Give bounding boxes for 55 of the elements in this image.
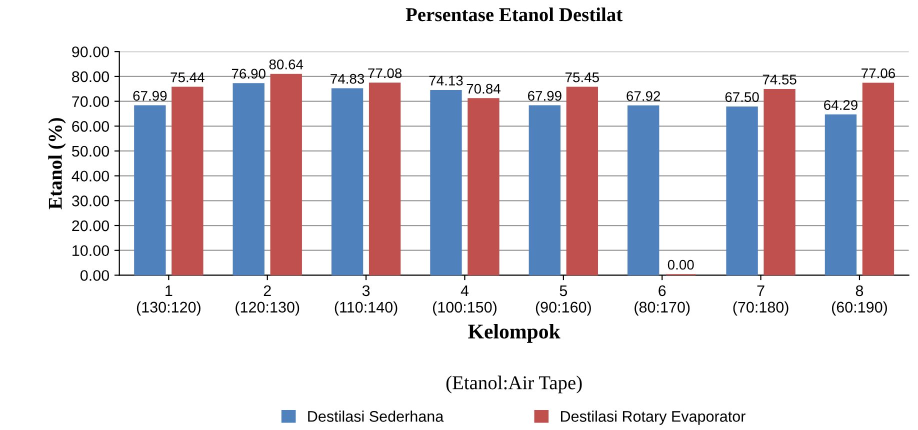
bar — [862, 82, 894, 276]
bar — [134, 105, 166, 276]
data-label: 77.08 — [368, 68, 402, 78]
y-tick-label: 40.00 — [72, 170, 110, 182]
bar — [824, 114, 857, 276]
y-tick-label: 20.00 — [72, 220, 110, 232]
x-tick-label: 4 (100:150) — [432, 285, 496, 316]
bar — [331, 88, 364, 276]
data-label: 75.45 — [566, 72, 599, 82]
x-tick-label: 6 (80:170) — [634, 285, 690, 316]
data-label: 75.44 — [170, 72, 204, 82]
bar — [628, 105, 660, 276]
data-label: 0.00 — [668, 260, 694, 270]
bar — [270, 74, 302, 276]
bar — [528, 105, 561, 276]
chart-title: Persentase Etanol Destilat — [406, 8, 623, 22]
bar — [468, 98, 500, 276]
bar — [430, 90, 462, 276]
bar — [368, 82, 401, 276]
legend-label: Destilasi Rotary Evaporator — [561, 410, 746, 425]
text: (Etanol:Air Tape) — [446, 376, 582, 394]
data-label: 70.84 — [466, 84, 500, 94]
y-tick-label: 90.00 — [72, 46, 110, 58]
x-tick-label: 7 (70:180) — [733, 285, 788, 316]
x-axis-title: Kelompok — [468, 324, 560, 343]
data-label: 74.55 — [762, 74, 796, 84]
y-tick-label: 80.00 — [72, 71, 110, 82]
x-tick-label: 2 (120:130) — [236, 285, 300, 316]
data-label: 67.99 — [133, 90, 167, 101]
y-tick-label: 10.00 — [72, 245, 110, 256]
x-tick-label: 1 (130:120) — [136, 285, 200, 316]
legend-label: Destilasi Sederhana — [308, 410, 444, 422]
data-label: 67.92 — [626, 91, 660, 101]
data-label: 74.13 — [429, 76, 463, 86]
data-label: 64.29 — [824, 100, 858, 110]
data-label: 74.83 — [330, 74, 364, 84]
y-tick-label: 70.00 — [72, 96, 110, 107]
y-tick-label: 0.00 — [80, 270, 110, 281]
y-tick-label: 30.00 — [72, 196, 110, 206]
data-label: 80.64 — [269, 59, 304, 70]
x-tick-label: 3 (110:140) — [334, 285, 398, 316]
y-axis-title: Etanol (%) — [48, 118, 66, 210]
bar — [172, 86, 204, 276]
bar — [232, 83, 264, 276]
bar — [764, 88, 796, 276]
y-tick-label: 50.00 — [72, 146, 110, 157]
data-label: 77.06 — [862, 68, 895, 78]
data-label: 67.50 — [725, 92, 759, 102]
x-tick-label: 5 (90:160) — [536, 285, 591, 316]
data-label: 76.90 — [232, 68, 266, 79]
x-tick-label: 8 (60:190) — [832, 285, 887, 316]
y-tick-label: 60.00 — [72, 121, 110, 132]
data-label: 67.99 — [528, 90, 562, 101]
bar — [566, 86, 598, 276]
bar — [726, 106, 758, 276]
